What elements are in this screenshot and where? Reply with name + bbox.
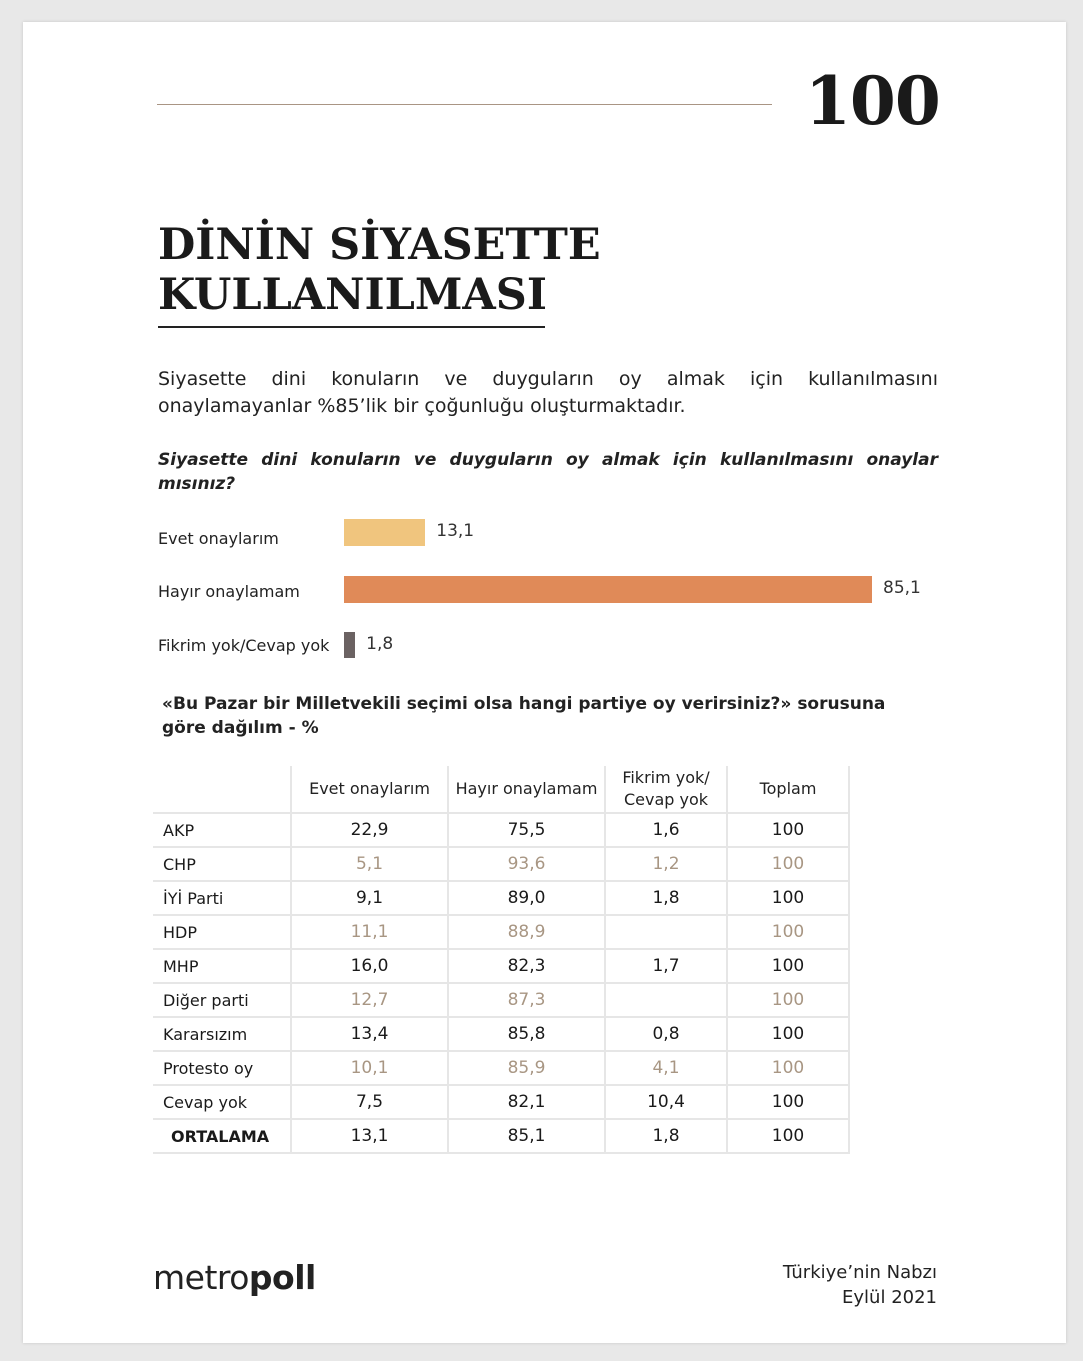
table-cell: 75,5 <box>447 812 606 848</box>
bar-label: Hayır onaylamam <box>158 582 300 601</box>
publication-date: Eylül 2021 <box>842 1287 937 1308</box>
table-cell: 9,1 <box>290 880 449 916</box>
table-cell: 0,8 <box>604 1016 728 1052</box>
table-cell: 93,6 <box>447 846 606 882</box>
column-header: Evet onaylarım <box>290 766 449 814</box>
table-cell: 1,6 <box>604 812 728 848</box>
table-cell: 5,1 <box>290 846 449 882</box>
logo-part: metro <box>153 1258 249 1297</box>
bar-label: Evet onaylarım <box>158 529 279 548</box>
table-cell: 82,1 <box>447 1084 606 1120</box>
row-label: MHP <box>153 948 292 984</box>
row-label: İYİ Parti <box>153 880 292 916</box>
table-cell: 100 <box>726 914 850 950</box>
table-row: CHP 5,1 93,6 1,2 100 <box>153 846 850 882</box>
lead-paragraph: Siyasette dini konuların ve duyguların o… <box>158 368 938 417</box>
row-label: Protesto oy <box>153 1050 292 1086</box>
bar-value-label: 1,8 <box>366 634 394 654</box>
table-cell: 10,1 <box>290 1050 449 1086</box>
table-header-row: Evet onaylarım Hayır onaylamam Fikrim yok/… <box>153 766 850 814</box>
column-header: Toplam <box>726 766 850 814</box>
table-row: Diğer parti 12,7 87,3 100 <box>153 982 850 1018</box>
table-cell: 1,7 <box>604 948 728 984</box>
bar-value-label: 85,1 <box>883 578 921 598</box>
bar <box>344 576 872 603</box>
table-cell: 10,4 <box>604 1084 728 1120</box>
table-cell: 22,9 <box>290 812 449 848</box>
table-cell: 100 <box>726 948 850 984</box>
row-label: Kararsızım <box>153 1016 292 1052</box>
table-row: Kararsızım 13,4 85,8 0,8 100 <box>153 1016 850 1052</box>
table-cell: 100 <box>726 812 850 848</box>
column-header <box>153 766 292 814</box>
row-label: HDP <box>153 914 292 950</box>
table-cell: 13,4 <box>290 1016 449 1052</box>
table-cell: 85,9 <box>447 1050 606 1086</box>
table-row: MHP 16,0 82,3 1,7 100 <box>153 948 850 984</box>
table-cell: 88,9 <box>447 914 606 950</box>
section-title: DİNİN SİYASETTE KULLANILMASI <box>158 220 601 320</box>
row-label: ORTALAMA <box>153 1118 292 1154</box>
table-cell: 1,8 <box>604 1118 728 1154</box>
table-row: AKP 22,9 75,5 1,6 100 <box>153 812 850 848</box>
table-cell: 100 <box>726 1084 850 1120</box>
bar <box>344 519 426 546</box>
footer-publication: Türkiye’nin Nabzı Eylül 2021 <box>783 1260 937 1310</box>
title-underline <box>158 326 545 328</box>
table-cell: 100 <box>726 1118 850 1154</box>
table-cell: 87,3 <box>447 982 606 1018</box>
table-cell <box>604 982 728 1018</box>
table-cell: 12,7 <box>290 982 449 1018</box>
table-cell: 4,1 <box>604 1050 728 1086</box>
title-line: KULLANILMASI <box>158 270 547 320</box>
table-cell: 16,0 <box>290 948 449 984</box>
table-row: Protesto oy 10,1 85,9 4,1 100 <box>153 1050 850 1086</box>
table-cell: 85,8 <box>447 1016 606 1052</box>
table-cell: 13,1 <box>290 1118 449 1154</box>
table-cell <box>604 914 728 950</box>
row-label: Cevap yok <box>153 1084 292 1120</box>
table-row: Cevap yok 7,5 82,1 10,4 100 <box>153 1084 850 1120</box>
bar-label: Fikrim yok/Cevap yok <box>158 636 330 655</box>
table-row: İYİ Parti 9,1 89,0 1,8 100 <box>153 880 850 916</box>
table-row: ORTALAMA 13,1 85,1 1,8 100 <box>153 1118 850 1154</box>
metropoll-logo: metropoll <box>153 1258 316 1297</box>
column-header: Fikrim yok/ Cevap yok <box>604 766 728 814</box>
table-cell: 100 <box>726 1016 850 1052</box>
table-cell: 100 <box>726 846 850 882</box>
header-rule <box>157 104 772 105</box>
row-label: Diğer parti <box>153 982 292 1018</box>
publication-name: Türkiye’nin Nabzı <box>782 1262 937 1283</box>
survey-question: Siyasette dini konuların ve duyguların o… <box>158 450 938 494</box>
bar-value-label: 13,1 <box>436 521 475 541</box>
title-line: DİNİN SİYASETTE <box>158 220 601 270</box>
table-cell: 89,0 <box>447 880 606 916</box>
crosstab-table: Evet onaylarım Hayır onaylamam Fikrim yok/… <box>153 766 850 1154</box>
table-question: «Bu Pazar bir Milletvekili seçimi olsa h… <box>162 694 886 738</box>
table-cell: 1,2 <box>604 846 728 882</box>
row-label: AKP <box>153 812 292 848</box>
table-cell: 100 <box>726 982 850 1018</box>
row-label: CHP <box>153 846 292 882</box>
column-header: Hayır onaylamam <box>447 766 606 814</box>
page-number: 100 <box>805 62 941 140</box>
table-cell: 82,3 <box>447 948 606 984</box>
table-cell: 85,1 <box>447 1118 606 1154</box>
bar <box>344 632 356 658</box>
table-cell: 11,1 <box>290 914 449 950</box>
table-cell: 7,5 <box>290 1084 449 1120</box>
logo-part: poll <box>248 1258 316 1297</box>
table-row: HDP 11,1 88,9 100 <box>153 914 850 950</box>
table-cell: 100 <box>726 880 850 916</box>
table-cell: 1,8 <box>604 880 728 916</box>
table-cell: 100 <box>726 1050 850 1086</box>
